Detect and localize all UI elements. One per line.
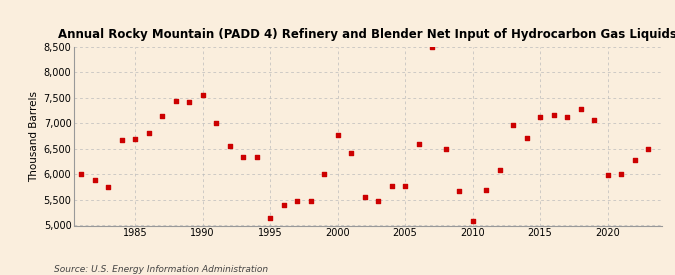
Point [400,183,410,188]
Point [440,147,451,151]
Point [481,188,491,192]
Point [467,219,478,223]
Point [292,199,302,203]
Point [319,172,329,176]
Point [211,121,221,126]
Point [170,99,181,104]
Point [143,130,154,135]
Point [184,100,194,104]
Point [575,107,586,111]
Point [278,203,289,207]
Point [76,172,86,177]
Text: Source: U.S. Energy Information Administration: Source: U.S. Energy Information Administ… [54,265,268,274]
Point [521,136,532,140]
Point [346,151,356,155]
Point [548,112,559,117]
Point [629,158,640,162]
Point [454,189,464,193]
Point [643,147,653,152]
Point [157,114,167,118]
Point [562,114,572,119]
Point [494,168,505,172]
Point [89,177,100,182]
Point [130,136,140,141]
Title: Annual Rocky Mountain (PADD 4) Refinery and Blender Net Input of Hydrocarbon Gas: Annual Rocky Mountain (PADD 4) Refinery … [59,28,675,42]
Point [332,132,343,137]
Point [265,216,275,220]
Point [224,144,235,148]
Point [427,45,437,49]
Point [359,195,370,199]
Point [373,199,383,203]
Y-axis label: Thousand Barrels: Thousand Barrels [30,91,39,182]
Point [386,183,397,188]
Point [116,138,127,142]
Point [413,142,424,146]
Point [508,123,518,128]
Point [251,155,262,159]
Point [103,185,113,189]
Point [305,199,316,204]
Point [535,114,545,119]
Point [602,173,613,178]
Point [616,172,626,177]
Point [197,93,208,97]
Point [589,118,599,122]
Point [238,155,248,159]
